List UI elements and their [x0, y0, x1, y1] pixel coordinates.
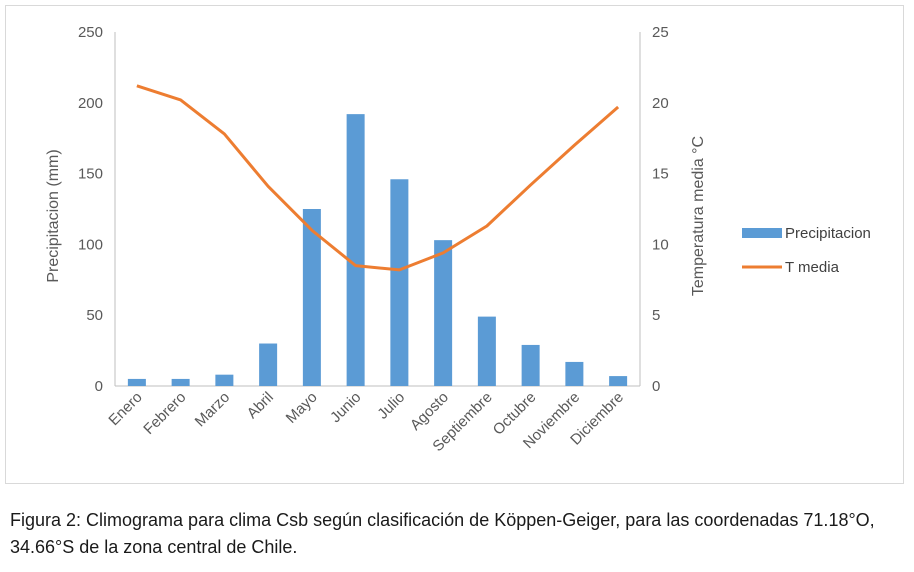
legend-swatch-precipitacion	[742, 228, 782, 238]
x-tick-label: Abril	[244, 389, 277, 422]
legend: Precipitacion T media	[742, 225, 871, 276]
bar-mayo	[302, 209, 321, 386]
x-tick-label: Enero	[105, 389, 145, 429]
y-left-tick-label: 0	[95, 378, 103, 395]
bar-diciembre	[609, 376, 628, 386]
y-right-tick-label: 5	[652, 307, 660, 324]
bar-julio	[390, 179, 409, 386]
x-tick-label: Febrero	[140, 389, 189, 438]
y-right-tick-label: 20	[652, 95, 669, 112]
x-tick-label: Marzo	[192, 389, 233, 430]
bar-enero	[127, 378, 146, 386]
x-tick-label: Julio	[374, 389, 408, 423]
y-left-tick-label: 50	[86, 307, 103, 324]
y-right-tick-label: 10	[652, 236, 669, 253]
bar-junio	[346, 114, 365, 387]
temperature-line	[136, 84, 620, 272]
y-right-tick-label: 25	[652, 24, 669, 41]
bar-marzo	[215, 374, 234, 386]
y-axis-right-label: Temperatura media °C	[690, 136, 707, 296]
bar-abril	[259, 343, 278, 386]
y-left-tick-label: 250	[78, 24, 103, 41]
precipitation-bars	[127, 114, 628, 387]
bar-febrero	[171, 378, 190, 386]
bar-septiembre	[477, 316, 496, 386]
temperature-series-line	[136, 84, 620, 272]
y-right-tick-label: 0	[652, 378, 660, 395]
bar-agosto	[434, 240, 453, 386]
y-left-tick-label: 100	[78, 236, 103, 253]
legend-label-precipitacion: Precipitacion	[785, 225, 871, 242]
chart-frame: 0 50 100 150 200 250 0 5 10 15 20 25 Enero Febrero Mar…	[5, 5, 904, 484]
y-left-tick-label: 150	[78, 166, 103, 183]
x-tick-label: Mayo	[283, 389, 321, 427]
bar-octubre	[521, 344, 540, 386]
y-axis-left-label: Precipitacion (mm)	[45, 149, 62, 282]
figure-caption: Figura 2: Climograma para clima Csb segú…	[10, 510, 875, 557]
y-right-tick-label: 15	[652, 166, 669, 183]
bar-noviembre	[565, 361, 584, 386]
legend-label-t-media: T media	[785, 259, 840, 276]
x-tick-label: Junio	[327, 389, 364, 426]
y-left-tick-label: 200	[78, 95, 103, 112]
axes	[114, 32, 641, 387]
